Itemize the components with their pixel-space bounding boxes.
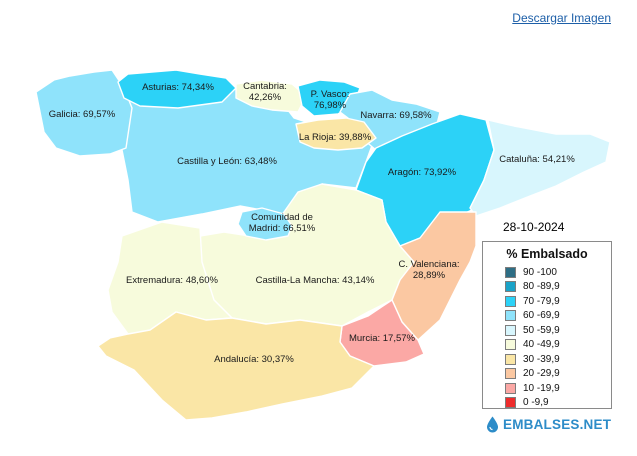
legend-item: 80 -89,9 [483,280,611,295]
legend-title: % Embalsado [506,247,588,261]
region-madrid[interactable] [237,207,293,241]
legend-item: 10 -19,9 [483,381,611,396]
label-galicia: Galicia: 69,57% [49,109,116,120]
legend-item: 50 -59,9 [483,323,611,338]
region-cantabria[interactable] [235,79,307,113]
legend-swatch [505,353,516,365]
legend-range-label: 60 -69,9 [523,310,560,322]
legend-swatch [505,382,516,394]
label-cantabria: Cantabria: 42,26% [243,81,287,103]
legend-range-label: 70 -79,9 [523,295,560,307]
map-date: 28-10-2024 [503,220,565,234]
legend: % Embalsado 90 -100 80 -89,9 70 -79,9 60 -6… [482,241,612,409]
legend-item: 0 -9,9 [483,396,611,411]
region-la-rioja[interactable] [295,117,377,151]
legend-swatch [505,368,516,380]
legend-range-label: 50 -59,9 [523,324,560,336]
legend-item: 30 -39,9 [483,352,611,367]
legend-swatch [505,281,516,293]
label-navarra: Navarra: 69,58% [360,110,432,121]
legend-swatch [505,266,516,278]
legend-range-label: 80 -89,9 [523,281,560,293]
legend-range-label: 40 -49,9 [523,339,560,351]
legend-item: 20 -29,9 [483,367,611,382]
legend-range-label: 90 -100 [523,266,557,278]
label-asturias: Asturias: 74,34% [142,82,214,93]
label-castilla-la-mancha: Castilla-La Mancha: 43,14% [256,275,375,286]
legend-swatch [505,397,516,409]
legend-swatch [505,324,516,336]
legend-item: 70 -79,9 [483,294,611,309]
region-andalucia[interactable] [97,311,375,421]
label-madrid: Comunidad de Madrid: 66,51% [249,212,316,234]
brand: EMBALSES.NET [486,416,611,433]
label-cataluna: Cataluña: 54,21% [499,154,575,165]
label-pais-vasco: P. Vasco: 76,98% [311,89,350,111]
label-la-rioja: La Rioja: 39,88% [299,132,372,143]
water-drop-icon [487,416,498,433]
legend-range-label: 10 -19,9 [523,382,560,394]
region-galicia[interactable] [35,69,133,157]
legend-swatch [505,310,516,322]
label-aragon: Aragón: 73,92% [388,167,457,178]
legend-range-label: 30 -39,9 [523,353,560,365]
legend-item: 60 -69,9 [483,309,611,324]
legend-swatch [505,339,516,351]
label-castilla-y-leon: Castilla y León: 63,48% [177,156,277,167]
brand-name: EMBALSES.NET [503,417,612,432]
region-cataluna[interactable] [469,119,611,217]
label-extremadura: Extremadura: 48,60% [126,275,218,286]
legend-range-label: 20 -29,9 [523,368,560,380]
label-c-valenciana: C. Valenciana: 28,89% [398,259,459,281]
legend-swatch [505,295,516,307]
label-murcia: Murcia: 17,57% [349,333,416,344]
legend-item: 40 -49,9 [483,338,611,353]
label-andalucia: Andalucía: 30,37% [214,354,294,365]
legend-range-label: 0 -9,9 [523,397,549,409]
download-image-link[interactable]: Descargar Imagen [512,11,611,25]
legend-item: 90 -100 [483,265,611,280]
